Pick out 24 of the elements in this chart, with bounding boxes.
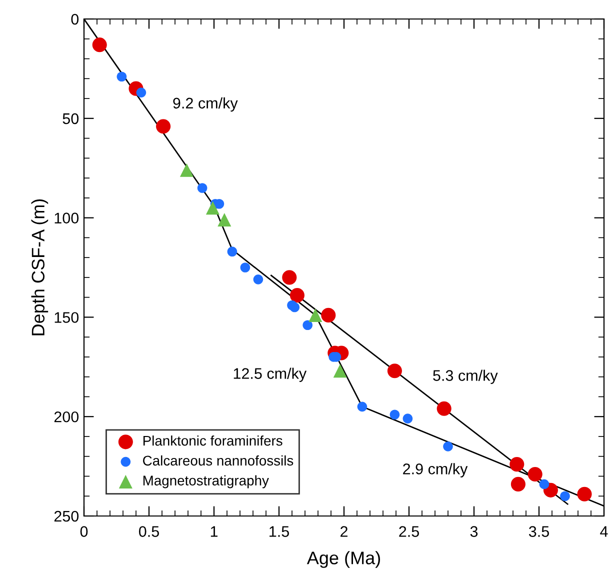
y-tick-label: 100: [54, 212, 79, 224]
y-tick-label: 0: [71, 14, 79, 25]
annotation: 9.2 cm/ky: [173, 97, 238, 112]
x-tick-label: 0.5: [138, 526, 159, 537]
x-tick-label: 0: [80, 526, 88, 537]
legend-label: Magnetostratigraphy: [143, 475, 269, 488]
x-tick-label: 2.5: [399, 526, 419, 537]
x-tick-label: 2: [340, 526, 348, 537]
x-tick-label: 1.5: [270, 526, 289, 537]
x-tick-label: 1: [210, 526, 218, 537]
x-tick-label: 3.5: [528, 526, 549, 537]
y-tick-label: 50: [62, 113, 79, 124]
y-axis-title: Depth CSF-A (m): [31, 199, 48, 336]
annotation: 12.5 cm/ky: [234, 368, 307, 382]
y-tick-label: 150: [54, 312, 79, 323]
y-tick-label: 200: [54, 411, 79, 422]
x-axis-title: Age (Ma): [306, 551, 380, 568]
x-tick-label: 3: [470, 526, 478, 537]
x-tick-label: 4: [600, 526, 608, 537]
y-tick-label: 250: [54, 510, 79, 522]
legend-label: Planktonic foraminifers: [143, 435, 282, 446]
annotation: 5.3 cm/ky: [433, 370, 498, 384]
legend-label: Calcareous nannofossils: [143, 455, 294, 466]
annotation: 2.9 cm/ky: [403, 463, 468, 478]
